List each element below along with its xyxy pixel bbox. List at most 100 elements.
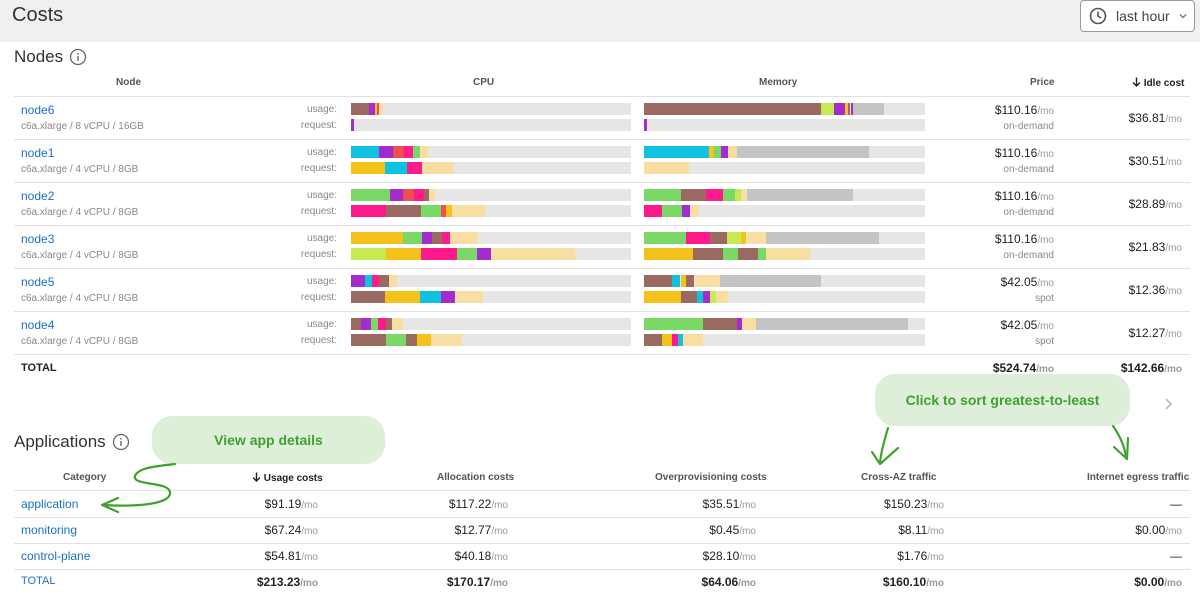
info-icon[interactable]: [112, 433, 130, 451]
category-link[interactable]: control-plane: [21, 549, 91, 563]
cpu-request-bar-segment[interactable]: [386, 205, 421, 217]
memory-usage-bar-segment[interactable]: [821, 103, 834, 115]
memory-usage-bar-segment[interactable]: [710, 232, 727, 244]
cpu-usage-bar-segment[interactable]: [351, 103, 370, 115]
apps-total-link[interactable]: TOTAL: [21, 575, 56, 587]
cpu-usage-bar-segment[interactable]: [372, 275, 379, 287]
cpu-usage-bar-segment[interactable]: [379, 103, 383, 115]
memory-request-bar-segment[interactable]: [644, 205, 663, 217]
memory-request-bar-segment[interactable]: [644, 291, 681, 303]
cpu-request-bar-segment[interactable]: [421, 205, 441, 217]
memory-usage-bar-segment[interactable]: [694, 275, 720, 287]
col-memory[interactable]: Memory: [759, 77, 798, 88]
cpu-usage-bar-segment[interactable]: [429, 189, 435, 201]
cpu-request-bar-segment[interactable]: [440, 205, 447, 217]
col-allocation-costs[interactable]: Allocation costs: [437, 472, 515, 483]
memory-usage-bar-segment[interactable]: [746, 232, 767, 244]
memory-request-bar-segment[interactable]: [757, 248, 767, 260]
memory-usage-bar-segment[interactable]: [680, 189, 706, 201]
cpu-request-bar-segment[interactable]: [477, 248, 491, 260]
col-cross-az-traffic[interactable]: Cross-AZ traffic: [861, 472, 937, 483]
memory-usage-bar-segment[interactable]: [644, 318, 703, 330]
col-price[interactable]: Price: [1030, 77, 1055, 88]
col-node[interactable]: Node: [116, 77, 141, 88]
memory-request-bar-segment[interactable]: [680, 291, 698, 303]
col-overprovisioning-costs[interactable]: Overprovisioning costs: [655, 472, 767, 483]
cpu-usage-bar-segment[interactable]: [412, 146, 420, 158]
memory-usage-bar-segment[interactable]: [742, 318, 757, 330]
memory-usage-bar-segment[interactable]: [756, 318, 909, 330]
cpu-request-bar-segment[interactable]: [384, 291, 420, 303]
cpu-usage-bar-segment[interactable]: [390, 189, 403, 201]
memory-request-bar-segment[interactable]: [693, 248, 723, 260]
cpu-request-bar-segment[interactable]: [451, 205, 486, 217]
cpu-request-bar-segment[interactable]: [351, 205, 386, 217]
memory-usage-bar-segment[interactable]: [672, 275, 681, 287]
node-name-link[interactable]: node3: [21, 232, 55, 246]
memory-usage-bar-segment[interactable]: [686, 275, 695, 287]
cpu-request-bar-segment[interactable]: [351, 248, 386, 260]
memory-request-bar-segment[interactable]: [690, 205, 699, 217]
memory-usage-bar-segment[interactable]: [844, 103, 848, 115]
category-link[interactable]: application: [21, 497, 79, 511]
cpu-request-bar-segment[interactable]: [386, 248, 421, 260]
cpu-request-bar-segment[interactable]: [416, 334, 431, 346]
info-icon[interactable]: [69, 48, 87, 66]
node-name-link[interactable]: node5: [21, 275, 55, 289]
memory-request-bar-segment[interactable]: [697, 291, 703, 303]
memory-usage-bar-segment[interactable]: [714, 146, 722, 158]
cpu-usage-bar-segment[interactable]: [393, 146, 405, 158]
cpu-usage-bar-segment[interactable]: [369, 103, 376, 115]
memory-usage-bar-segment[interactable]: [703, 318, 737, 330]
memory-request-bar-segment[interactable]: [710, 291, 716, 303]
cpu-request-bar-segment[interactable]: [491, 248, 575, 260]
memory-usage-bar-segment[interactable]: [853, 103, 885, 115]
memory-request-bar-segment[interactable]: [703, 291, 710, 303]
cpu-request-bar-segment[interactable]: [351, 162, 385, 174]
memory-usage-bar-segment[interactable]: [735, 189, 741, 201]
cpu-usage-bar-segment[interactable]: [402, 189, 414, 201]
cpu-usage-bar-segment[interactable]: [414, 189, 424, 201]
cpu-usage-bar-segment[interactable]: [379, 275, 389, 287]
memory-request-bar-segment[interactable]: [715, 291, 729, 303]
memory-request-bar-segment[interactable]: [722, 248, 739, 260]
cpu-usage-bar-segment[interactable]: [351, 275, 365, 287]
cpu-usage-bar-segment[interactable]: [377, 103, 380, 115]
cpu-usage-bar-segment[interactable]: [351, 146, 379, 158]
memory-usage-bar-segment[interactable]: [644, 146, 709, 158]
cpu-usage-bar-segment[interactable]: [423, 189, 430, 201]
memory-request-bar-segment[interactable]: [681, 205, 691, 217]
cpu-request-bar-segment[interactable]: [419, 291, 441, 303]
memory-request-bar-segment[interactable]: [738, 248, 758, 260]
cpu-usage-bar-segment[interactable]: [442, 232, 451, 244]
col-cpu[interactable]: CPU: [473, 77, 495, 88]
cpu-usage-bar-segment[interactable]: [391, 318, 403, 330]
cpu-usage-bar-segment[interactable]: [388, 275, 398, 287]
memory-usage-bar-segment[interactable]: [746, 189, 854, 201]
cpu-request-bar-segment[interactable]: [457, 248, 477, 260]
memory-request-bar-segment[interactable]: [677, 334, 684, 346]
cpu-usage-bar-segment[interactable]: [370, 318, 378, 330]
node-name-link[interactable]: node6: [21, 103, 55, 117]
node-name-link[interactable]: node4: [21, 318, 55, 332]
cpu-usage-bar-segment[interactable]: [360, 318, 371, 330]
memory-usage-bar-segment[interactable]: [644, 232, 687, 244]
cpu-usage-bar-segment[interactable]: [365, 275, 372, 287]
cpu-usage-bar-segment[interactable]: [377, 318, 386, 330]
memory-usage-bar-segment[interactable]: [719, 275, 822, 287]
memory-usage-bar-segment[interactable]: [644, 275, 673, 287]
memory-usage-bar-segment[interactable]: [740, 189, 747, 201]
cpu-request-bar-segment[interactable]: [405, 334, 417, 346]
col-usage-costs[interactable]: Usage costs: [252, 472, 323, 484]
memory-request-bar-segment[interactable]: [644, 162, 689, 174]
memory-usage-bar-segment[interactable]: [736, 318, 743, 330]
memory-usage-bar-segment[interactable]: [708, 146, 715, 158]
memory-usage-bar-segment[interactable]: [728, 146, 737, 158]
node-name-link[interactable]: node2: [21, 189, 55, 203]
memory-request-bar-segment[interactable]: [672, 334, 678, 346]
cpu-usage-bar-segment[interactable]: [402, 232, 423, 244]
memory-request-bar-segment[interactable]: [683, 334, 703, 346]
memory-usage-bar-segment[interactable]: [726, 232, 741, 244]
node-name-link[interactable]: node1: [21, 146, 55, 160]
cpu-usage-bar-segment[interactable]: [432, 232, 442, 244]
